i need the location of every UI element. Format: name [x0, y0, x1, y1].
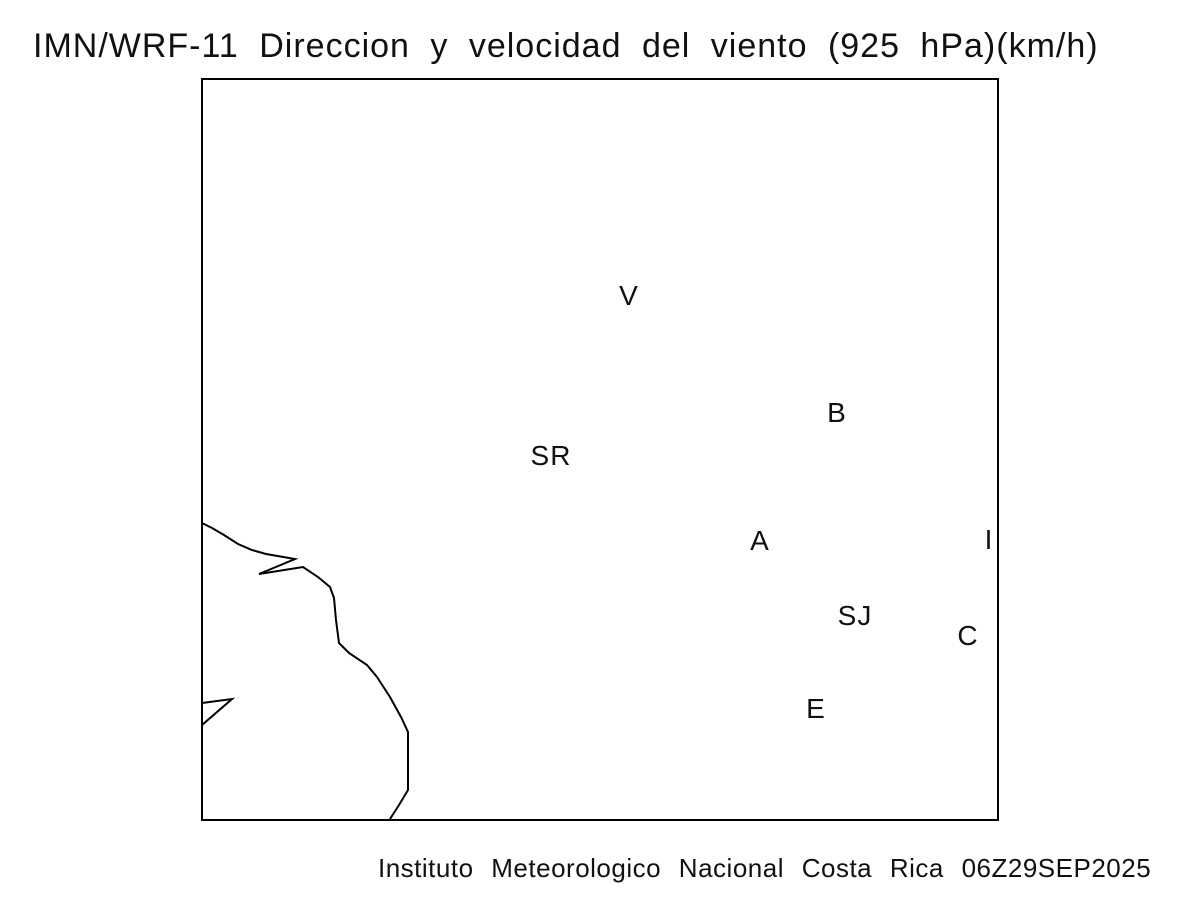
- station-label-E: E: [806, 693, 826, 724]
- plot-frame: [201, 78, 999, 821]
- coastline-group: [201, 522, 409, 820]
- station-label-SJ: SJ: [838, 600, 873, 631]
- station-label-C: C: [957, 620, 978, 651]
- credit-line: Instituto Meteorologico Nacional Costa R…: [378, 853, 1152, 883]
- chart-title: IMN/WRF-11 Direccion y velocidad del vie…: [33, 27, 1099, 65]
- station-labels-group: V B SR A I SJ C E: [531, 280, 994, 724]
- station-label-A: A: [750, 525, 770, 556]
- coastline-caribbean-coast: [201, 522, 409, 820]
- coastline-inlet-spike: [201, 697, 236, 726]
- station-label-SR: SR: [531, 440, 572, 471]
- station-label-V: V: [619, 280, 639, 311]
- station-label-I: I: [985, 524, 994, 555]
- station-label-B: B: [827, 397, 847, 428]
